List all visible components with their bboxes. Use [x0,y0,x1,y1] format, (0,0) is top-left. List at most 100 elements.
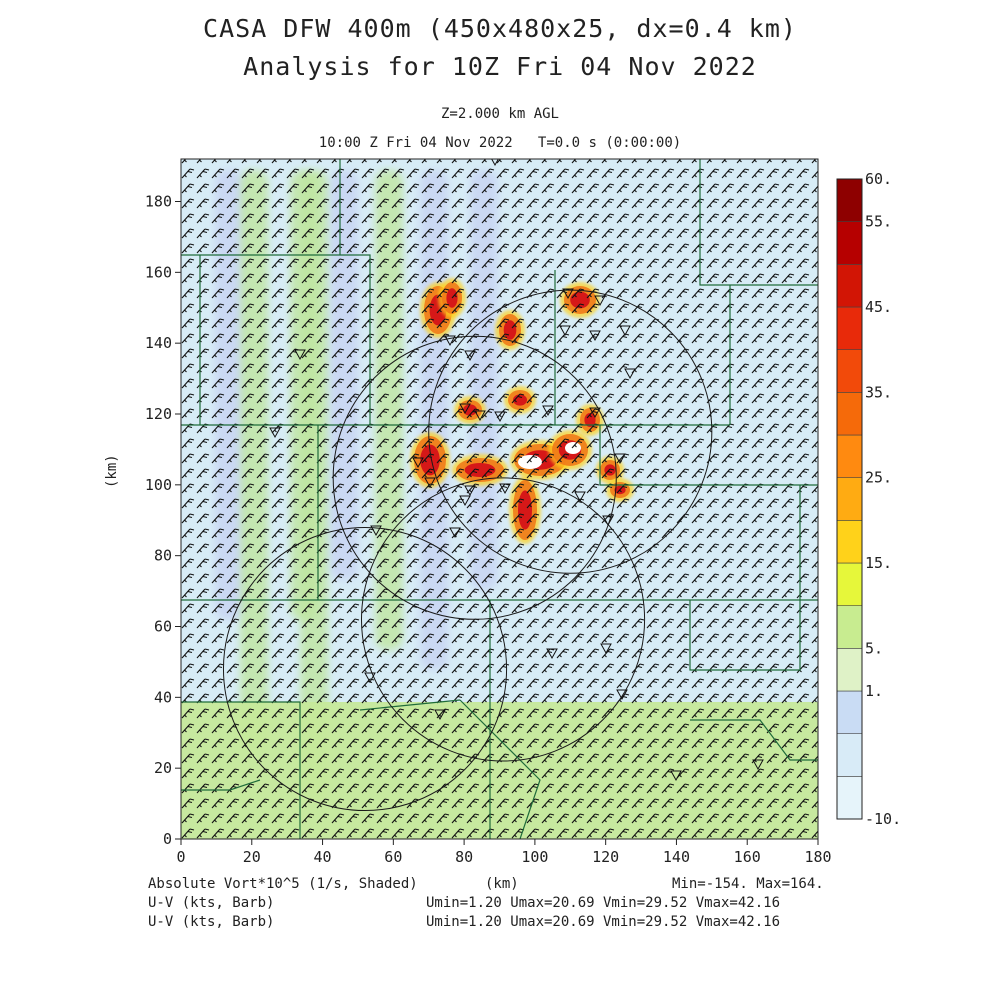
county-boundary [690,719,818,761]
radar-site-marker [464,350,476,362]
colorbar-segment [836,306,863,350]
colorbar-segment [836,605,863,649]
y-tick-label: 0 [163,830,172,848]
radar-site-marker [444,335,456,347]
colorbar-segment [836,434,863,478]
county-boundary [689,485,801,671]
barb-label-2: U-V (kts, Barb) [148,914,275,930]
radar-site-marker [562,288,574,300]
colorbar-segment [836,392,863,436]
plot-area [181,159,818,839]
y-tick-label: 160 [145,263,172,281]
y-tick-label: 180 [145,193,172,211]
x-tick-label: 140 [663,848,690,866]
radar-site-marker [434,709,446,721]
time-label: 10:00 Z Fri 04 Nov 2022 T=0.0 s (0:00:00… [318,135,682,151]
wind-barbs [181,159,818,839]
radar-site-marker [294,349,306,361]
barb-stats-1: Umin=1.20 Umax=20.69 Vmin=29.52 Vmax=42.… [426,895,781,911]
radar-site-marker [602,515,614,527]
radar-site-marker [600,643,612,655]
y-axis-label: (km) [104,454,120,488]
colorbar-segment [836,648,863,692]
y-axis: 0 20 40 60 80 100 120 140 160 180 [145,193,181,848]
radar-site-marker [616,689,628,701]
field-label: Absolute Vort*10^5 (1/s, Shaded) [148,876,418,892]
radar-site-marker [542,405,554,417]
radar-site-marker [574,491,586,503]
radar-site-marker [589,330,601,342]
radar-site-marker [474,410,486,422]
radar-site-marker [412,457,424,469]
colorbar-label: 25. [865,469,892,487]
county-boundary [459,699,541,839]
barb-stats-2: Umin=1.20 Umax=20.69 Vmin=29.52 Vmax=42.… [426,914,781,930]
x-tick-label: 180 [804,848,831,866]
level-label: Z=2.000 km AGL [440,106,559,122]
x-tick-label: 120 [592,848,619,866]
radar-site-marker [449,527,461,539]
radar-site-marker [594,295,606,307]
colorbar-label: 35. [865,383,892,401]
radar-site-marker [459,403,471,415]
radar-range-ring [332,335,617,620]
x-tick-label: 100 [521,848,548,866]
plot-frame [180,158,819,840]
x-axis-label: (km) [485,876,519,892]
x-tick-label: 40 [314,848,332,866]
colorbar-segment [836,221,863,265]
radar-site-marker [624,368,636,380]
radar-range-rings [222,289,713,812]
colorbar-segment [836,562,863,606]
radar-site-marker [491,159,499,167]
county-boundary [359,699,461,711]
colorbar-segment [836,776,863,820]
radar-site-marker [370,525,382,537]
county-boundary [599,425,730,486]
y-tick-label: 60 [154,618,172,636]
colorbar-label: 60. [865,170,892,188]
chart-subtitle: Analysis for 10Z Fri 04 Nov 2022 [243,52,757,81]
radar-site-marker [364,672,376,684]
x-tick-label: 160 [734,848,761,866]
colorbar-segment [836,477,863,521]
x-tick-label: 80 [455,848,473,866]
radar-site-marker [269,427,281,439]
colorbar-segment [836,520,863,564]
county-boundary [181,779,261,791]
radar-range-ring [222,526,508,812]
x-tick-label: 60 [384,848,402,866]
y-tick-label: 100 [145,476,172,494]
radar-site-marker [459,495,471,507]
y-tick-label: 20 [154,759,172,777]
county-boundary [181,254,371,425]
colorbar: 60. 55. 45. 35. 25. 15. 5. 1. -10. [836,170,901,828]
barb-label-1: U-V (kts, Barb) [148,895,275,911]
radar-site-marker [614,453,626,465]
colorbar-label: 15. [865,554,892,572]
radar-site-marker [499,483,511,495]
colorbar-label: 45. [865,298,892,316]
county-boundary [699,159,818,286]
x-axis: 0 20 40 60 80 100 120 140 160 180 [176,839,832,866]
radar-site-marker [494,411,506,423]
radar-site-marker [589,407,601,419]
min-max-label: Min=-154. Max=164. [672,876,824,892]
radar-site-markers [269,159,764,782]
colorbar-label: 55. [865,213,892,231]
county-boundaries [181,159,818,839]
colorbar-segment [836,349,863,393]
radar-range-ring [360,477,646,762]
colorbar-label: 5. [865,639,883,657]
radar-site-marker [619,325,631,337]
radar-site-marker [464,485,476,497]
county-boundary [181,701,301,839]
colorbar-segment [836,264,863,308]
colorbar-label: -10. [865,810,901,828]
y-tick-label: 40 [154,688,172,706]
radar-site-marker [546,648,558,660]
y-tick-label: 120 [145,405,172,423]
colorbar-segment [836,178,863,222]
colorbar-segment [836,690,863,734]
